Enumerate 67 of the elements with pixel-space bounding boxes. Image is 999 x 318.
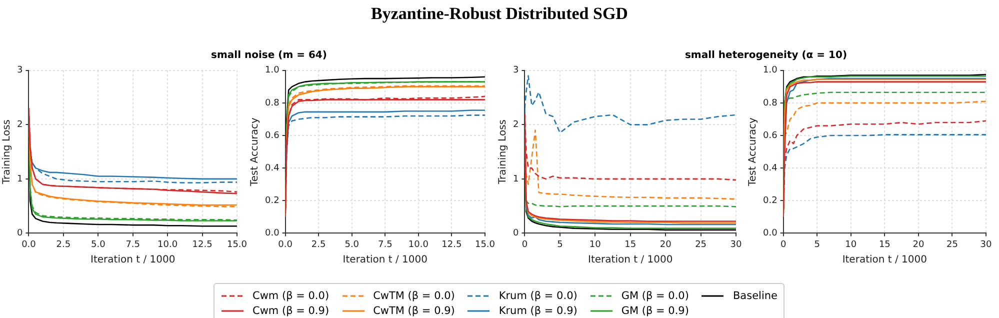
x-tick-label: 5.0 xyxy=(344,240,360,250)
x-tick-label: 5 xyxy=(814,240,820,250)
y-tick-label: 0.6 xyxy=(264,130,280,141)
y-axis-title: Training Loss xyxy=(498,120,509,186)
x-tick-label: 12.5 xyxy=(192,240,212,250)
x-tick-label: 5 xyxy=(557,240,563,250)
text: Byzantine-Robust Distributed SGD xyxy=(370,4,629,24)
legend-label: Cwm (β = 0.9) xyxy=(252,304,330,316)
y-axis-title: Test Accuracy xyxy=(748,117,759,188)
y-tick-label: 1.0 xyxy=(762,66,778,76)
y-tick-label: 0.0 xyxy=(762,228,778,239)
y-tick-label: 0.8 xyxy=(762,98,778,108)
y-axis-title: Test Accuracy xyxy=(250,117,261,188)
y-tick-label: 0 xyxy=(512,228,519,239)
x-tick-label: 15.0 xyxy=(226,240,248,250)
y-tick-label: 1 xyxy=(512,174,519,184)
text: small noise (m = 64) xyxy=(210,50,328,61)
x-tick-label: 2.5 xyxy=(56,240,71,250)
legend-label: Krum (β = 0.9) xyxy=(498,304,578,316)
x-tick-label: 10.0 xyxy=(408,240,429,250)
text: small heterogeneity (α = 10) xyxy=(684,50,848,61)
y-tick-label: 0.4 xyxy=(264,163,280,174)
y-tick-label: 2 xyxy=(512,120,519,130)
x-tick-label: 30 xyxy=(980,240,992,250)
x-tick-label: 15.0 xyxy=(474,240,496,250)
legend-label: GM (β = 0.0) xyxy=(621,290,689,302)
x-axis-title: Iteration t / 1000 xyxy=(90,254,176,266)
y-tick-label: 3 xyxy=(16,66,23,76)
x-tick-label: 15 xyxy=(624,240,636,250)
x-tick-label: 5.0 xyxy=(90,240,106,250)
legend-label: Baseline xyxy=(732,290,778,302)
legend-label: Cwm (β = 0.0) xyxy=(252,290,330,302)
x-axis-title: Iteration t / 1000 xyxy=(342,254,428,266)
x-tick-label: 12.5 xyxy=(442,240,462,250)
y-tick-label: 2 xyxy=(16,120,23,130)
x-tick-label: 10 xyxy=(845,240,857,250)
x-axis-title: Iteration t / 1000 xyxy=(842,254,928,266)
x-tick-label: 20 xyxy=(660,240,672,250)
legend-label: GM (β = 0.9) xyxy=(621,304,689,316)
x-tick-label: 10 xyxy=(589,240,602,250)
x-tick-label: 7.5 xyxy=(126,240,140,250)
y-tick-label: 1.0 xyxy=(264,66,280,76)
x-axis-title: Iteration t / 1000 xyxy=(588,254,673,266)
x-tick-label: 30 xyxy=(730,240,742,250)
y-tick-label: 0 xyxy=(16,228,23,239)
y-tick-label: 0.0 xyxy=(264,228,280,239)
legend-label: CwTM (β = 0.9) xyxy=(373,304,455,316)
x-tick-label: 0 xyxy=(780,240,786,250)
y-tick-label: 0.6 xyxy=(762,130,778,141)
y-tick-label: 0.2 xyxy=(264,196,280,206)
x-tick-label: 2.5 xyxy=(311,240,326,250)
x-tick-label: 0.0 xyxy=(278,240,293,250)
x-tick-label: 25 xyxy=(946,240,958,250)
x-tick-label: 15 xyxy=(878,240,890,250)
y-tick-label: 0.4 xyxy=(762,163,778,174)
y-tick-label: 1 xyxy=(16,174,23,184)
legend-label: CwTM (β = 0.0) xyxy=(373,290,455,302)
y-axis-title: Training Loss xyxy=(2,120,13,186)
y-tick-label: 0.2 xyxy=(762,196,778,206)
y-tick-label: 0.8 xyxy=(264,98,280,108)
y-tick-label: 3 xyxy=(512,66,519,76)
x-tick-label: 7.5 xyxy=(378,240,392,250)
x-tick-label: 10.0 xyxy=(158,240,178,250)
x-tick-label: 25 xyxy=(695,240,707,250)
x-tick-label: 20 xyxy=(912,240,924,250)
x-tick-label: 0 xyxy=(522,240,528,250)
legend-label: Krum (β = 0.0) xyxy=(498,290,578,302)
